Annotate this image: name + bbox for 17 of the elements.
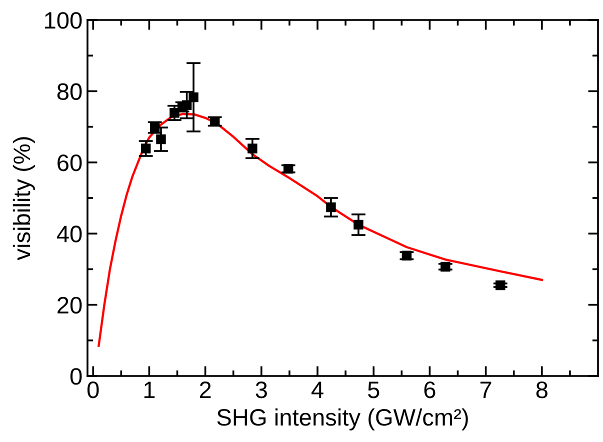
y-tick-label: 40 <box>56 226 82 242</box>
x-tick-label: 2 <box>200 381 211 398</box>
x-tick-label: 6 <box>424 381 436 398</box>
x-tick-label: 1 <box>144 382 155 398</box>
x-tick-label: 7 <box>480 382 492 398</box>
x-tick-label: 0 <box>87 381 99 398</box>
y-axis-title: visibility (%) <box>12 137 35 260</box>
x-tick-label: 5 <box>368 382 380 398</box>
x-tick-label: 3 <box>256 381 267 398</box>
y-tick-label: 100 <box>45 12 82 29</box>
x-tick-label: 4 <box>311 382 324 398</box>
y-tick-label: 20 <box>58 296 82 314</box>
x-tick-label: 8 <box>536 381 548 398</box>
y-tick-label: 0 <box>70 368 82 385</box>
y-tick-label: 80 <box>57 83 82 100</box>
y-tick-label: 60 <box>58 154 82 172</box>
x-axis-title: SHG intensity (GW/cm²) <box>217 408 468 430</box>
